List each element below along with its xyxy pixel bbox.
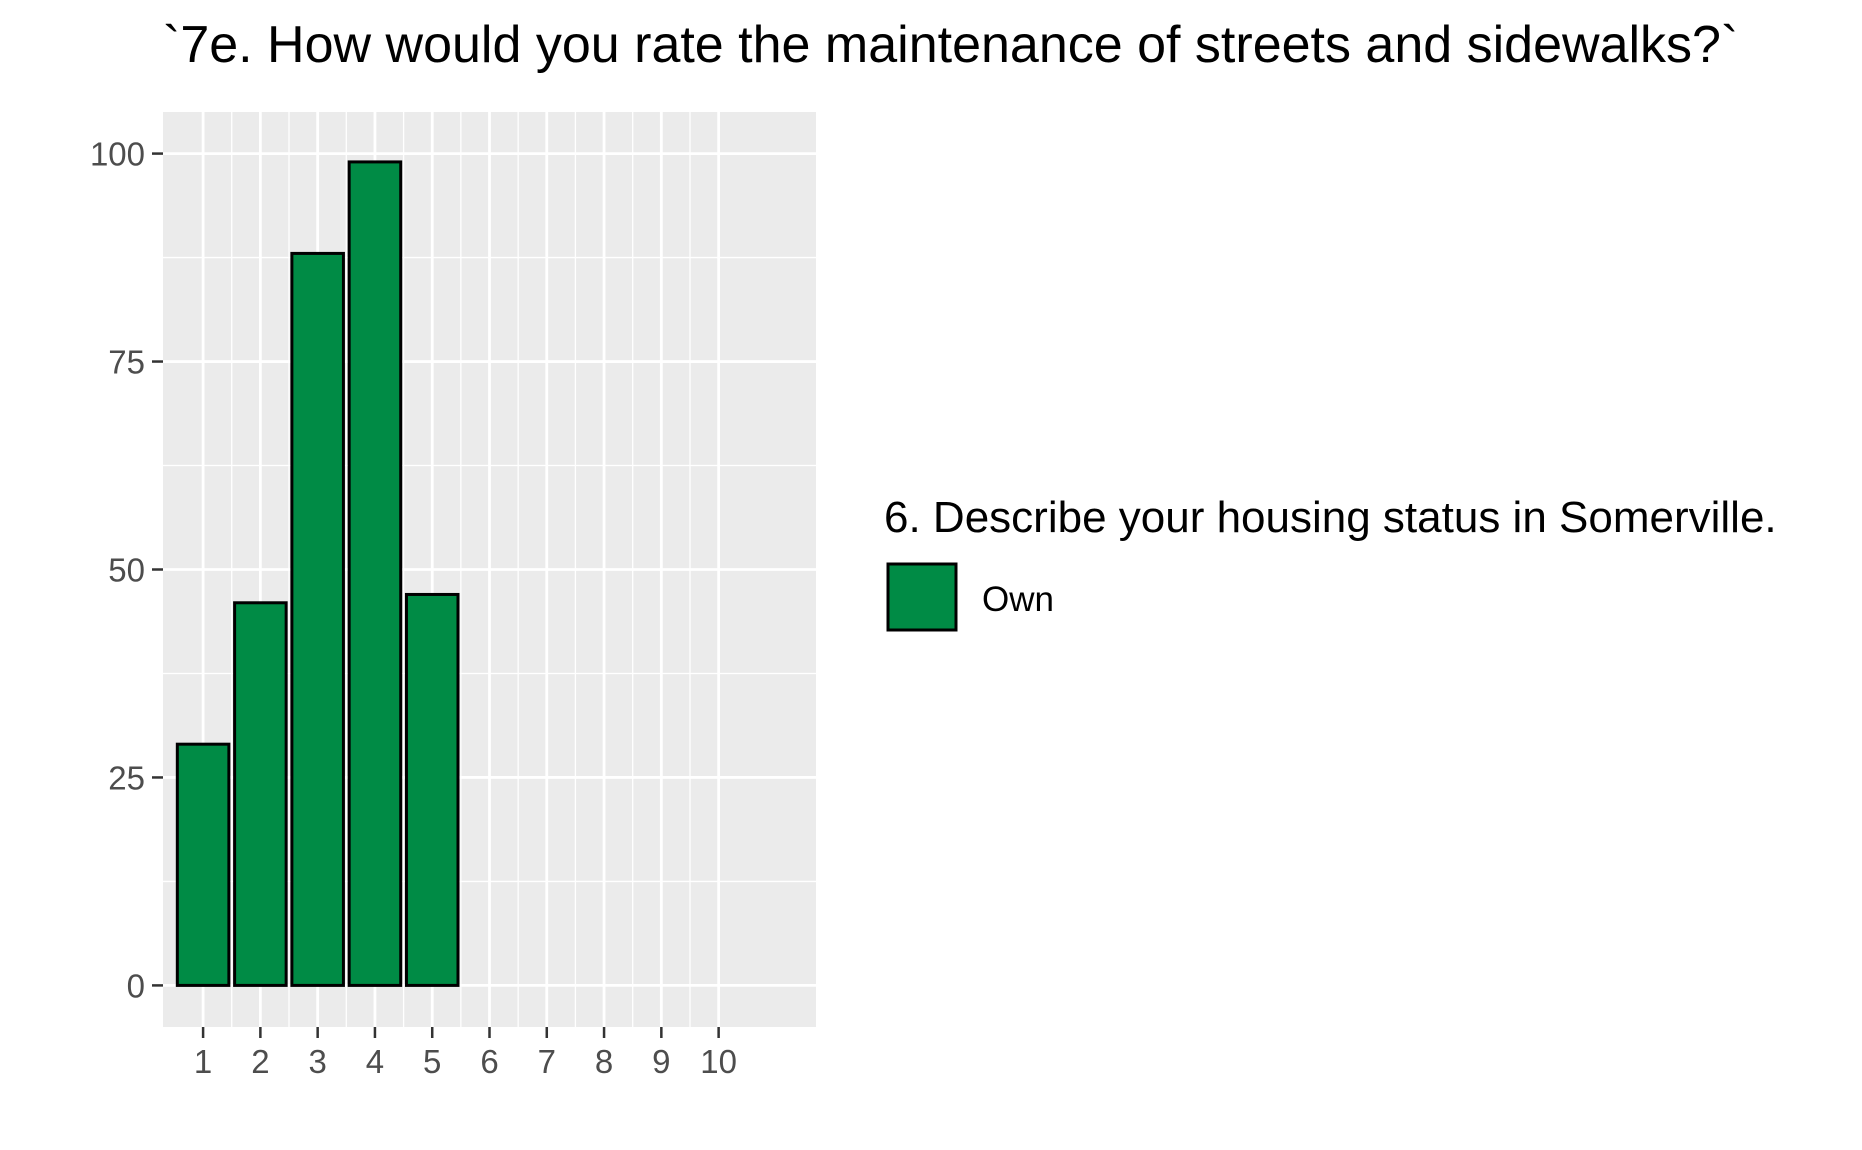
x-tick-label: 4 <box>366 1043 384 1080</box>
x-tick-label: 1 <box>194 1043 212 1080</box>
y-tick-label: 50 <box>108 552 145 589</box>
x-tick-label: 2 <box>251 1043 269 1080</box>
y-tick-label: 25 <box>108 759 145 796</box>
x-tick-label: 9 <box>652 1043 670 1080</box>
bar-2 <box>233 601 288 987</box>
y-tick-label: 100 <box>90 136 145 173</box>
grid-lines <box>163 112 816 1027</box>
bar-5 <box>404 592 460 987</box>
chart-title: `7e. How would you rate the maintenance … <box>163 16 1738 74</box>
x-tick-label: 5 <box>423 1043 441 1080</box>
x-tick-label: 7 <box>538 1043 556 1080</box>
legend-label-own: Own <box>982 580 1054 619</box>
x-tick-label: 6 <box>480 1043 498 1080</box>
x-tick-label: 10 <box>700 1043 737 1080</box>
legend-title: 6. Describe your housing status in Somer… <box>884 493 1777 542</box>
y-tick-label: 0 <box>127 967 145 1004</box>
legend-key-own <box>886 562 958 632</box>
bar-1 <box>175 742 231 987</box>
legend: 6. Describe your housing status in Somer… <box>884 493 1777 632</box>
bar-3 <box>290 251 345 987</box>
x-tick-label: 3 <box>308 1043 326 1080</box>
y-axis: 0 25 50 75 100 <box>90 136 163 1004</box>
bars <box>175 160 460 987</box>
x-axis: 1 2 3 4 5 6 7 8 9 10 <box>194 1027 737 1080</box>
bar-4 <box>347 160 403 987</box>
x-tick-label: 8 <box>595 1043 613 1080</box>
y-tick-label: 75 <box>108 344 145 381</box>
